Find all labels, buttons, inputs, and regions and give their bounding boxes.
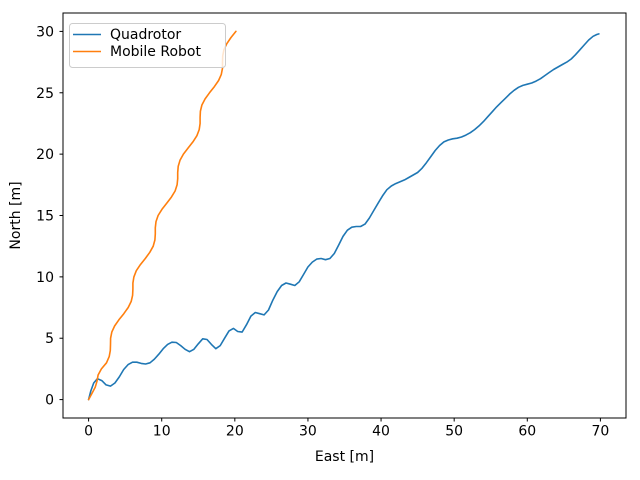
y-tick-label: 5 (45, 331, 54, 347)
x-tick-label: 0 (84, 424, 93, 440)
x-tick-label: 30 (299, 424, 317, 440)
y-tick-label: 10 (36, 270, 54, 286)
y-tick-label: 0 (45, 393, 54, 409)
y-tick-label: 15 (36, 209, 54, 225)
legend-box (69, 23, 226, 68)
x-axis-ticks: 0 10 20 30 40 50 60 70 (84, 418, 609, 440)
x-tick-label: 60 (518, 424, 536, 440)
y-axis-label: North [m] (8, 181, 24, 249)
x-tick-label: 70 (591, 424, 609, 440)
y-tick-label: 20 (36, 147, 54, 163)
axes-frame (62, 12, 627, 419)
legend-label-mobile-robot: Mobile Robot (110, 44, 201, 60)
series-line-quadrotor (87, 33, 600, 401)
y-tick-label: 25 (36, 86, 54, 102)
x-tick-label: 10 (153, 424, 171, 440)
y-tick-label: 30 (36, 24, 54, 40)
series-lines (87, 30, 600, 401)
x-tick-label: 40 (372, 424, 390, 440)
legend: Quadrotor Mobile Robot (69, 23, 226, 68)
series-line-mobile-robot (87, 30, 237, 401)
legend-label-quadrotor: Quadrotor (110, 27, 181, 43)
x-tick-label: 20 (226, 424, 244, 440)
x-axis-label: East [m] (315, 449, 374, 465)
x-tick-label: 50 (445, 424, 463, 440)
y-axis-ticks: 0 5 10 15 20 25 30 (36, 24, 63, 409)
